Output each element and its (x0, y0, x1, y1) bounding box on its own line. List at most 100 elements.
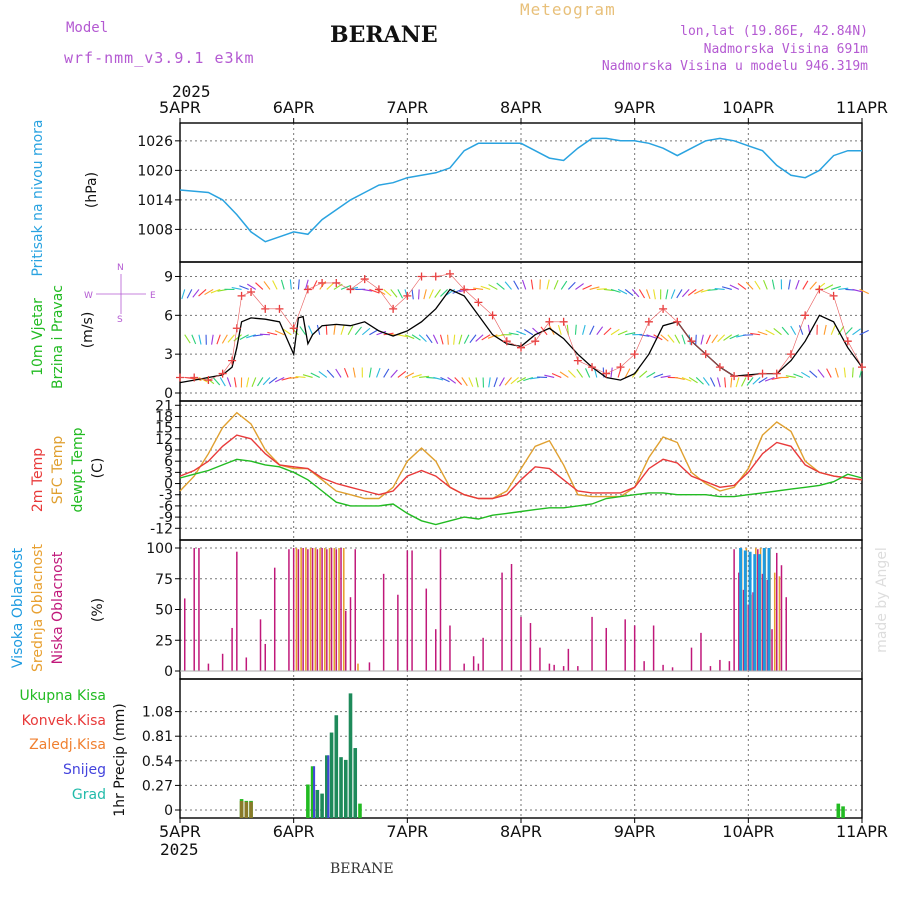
wind-unit: (m/s) (80, 312, 96, 349)
wind-arrow (754, 280, 761, 290)
precip-bar (353, 748, 358, 818)
wind-arrow (362, 288, 373, 292)
wind-arrow (463, 334, 470, 344)
snow-bar (313, 766, 316, 818)
x-tick-label-bottom: 8APR (500, 822, 542, 841)
wind-arrow (729, 284, 740, 290)
wind-arrow (676, 289, 683, 299)
wind-arrow (404, 334, 415, 340)
wind-arrow (274, 376, 285, 383)
wind-arrow (553, 280, 559, 290)
wind-arrow (837, 326, 845, 336)
wind-arrow (411, 334, 421, 341)
wind-arrow (361, 327, 371, 336)
wind-arrow (493, 377, 498, 388)
wind-arrow (252, 334, 263, 337)
wind-arrow (216, 334, 221, 345)
wind-arrow (557, 324, 562, 335)
wind-arrow (468, 377, 474, 387)
wind-arrow (551, 372, 562, 378)
wind-arrow (304, 279, 309, 290)
wind-arrow (831, 285, 841, 290)
wind-arrow (700, 334, 704, 345)
wind-arrow (397, 289, 404, 299)
wind-arrow (310, 372, 320, 378)
wind-arrow (288, 376, 299, 379)
wind-arrow (757, 331, 768, 336)
y-tick-label: 18 (155, 409, 173, 425)
wind-arrow (823, 324, 827, 335)
wind-arrow (354, 326, 362, 336)
temp-sfc-label: SFC Temp (50, 436, 66, 505)
gust-line (180, 273, 863, 381)
precip-bar (310, 766, 315, 818)
wind-arrow (458, 334, 463, 345)
y-tick-label: 1026 (137, 134, 173, 150)
wind-arrow (333, 324, 336, 335)
wind-arrow (219, 377, 226, 387)
y-tick-label: 0 (164, 664, 173, 680)
conv-precip-bar (249, 801, 253, 818)
wind-arrow (681, 334, 686, 345)
model-name: wrf-nmm_v3.9.1 e3km (64, 49, 255, 67)
y-tick-label: 12 (155, 432, 173, 448)
wind-arrow (268, 377, 278, 384)
gust-point (858, 363, 866, 372)
wind-arrow (239, 285, 249, 290)
precip-bar (329, 732, 334, 818)
x-tick-label-top: 8APR (500, 98, 542, 117)
wind-arrow (566, 324, 569, 335)
wind-arrow (560, 280, 568, 290)
x-tick-label-bottom: 10APR (722, 822, 774, 841)
wind-arrow (428, 289, 434, 299)
y-tick-label: 1020 (137, 163, 173, 179)
wind-arrow (576, 368, 584, 378)
wind-arrow (411, 289, 414, 300)
y-tick-label: -9 (159, 510, 173, 526)
precip-unit: 1hr Precip (mm) (112, 703, 128, 816)
x-tick-label-top: 6APR (273, 98, 315, 117)
wind-arrow (302, 374, 313, 378)
wind-arrow (681, 376, 692, 382)
x-tick-label-bottom: 9APR (614, 822, 656, 841)
wind-arrow (741, 377, 747, 387)
wind-arrow (763, 279, 768, 290)
meteogram-label: Meteogram (520, 0, 616, 19)
precip-bar (348, 693, 353, 818)
wind-arrow (499, 377, 505, 387)
wind-arrow (335, 368, 342, 378)
wind-arrow (788, 279, 791, 290)
wind-arrow (730, 377, 733, 388)
pressure-label: Pritisak na nivou mora (30, 119, 46, 276)
wind-arrow (255, 282, 264, 290)
wind-arrow (795, 279, 800, 290)
wind-arrow (198, 376, 209, 383)
wind-arrow (674, 376, 685, 380)
precip-bar (306, 784, 310, 818)
wind-arrow (645, 289, 651, 299)
wind-arrow (404, 372, 415, 378)
wind-arrow (639, 370, 648, 378)
x-tick-label-top: 7APR (386, 98, 428, 117)
wind-arrow (488, 377, 491, 388)
wind-arrow (670, 289, 676, 299)
precip-bar (836, 803, 841, 818)
wind-arrow (181, 289, 186, 300)
wind-arrow (221, 334, 228, 344)
wind-arrow (481, 334, 491, 341)
conv-precip-bar (239, 800, 244, 818)
wind-arrow (852, 328, 861, 336)
svg-text:E: E (150, 291, 156, 301)
wind-arrow (826, 368, 832, 378)
wind-arrow (390, 289, 398, 298)
wind-arrow (631, 289, 640, 298)
wind-arrow (318, 371, 328, 378)
wind-arrow (721, 286, 732, 290)
wind-arrow (191, 334, 197, 345)
wind-arrow (596, 326, 604, 336)
wind-arrow (781, 326, 790, 336)
wind-arrow (729, 334, 740, 340)
wind-arrow (743, 334, 754, 336)
y-tick-label: 1008 (137, 222, 173, 238)
